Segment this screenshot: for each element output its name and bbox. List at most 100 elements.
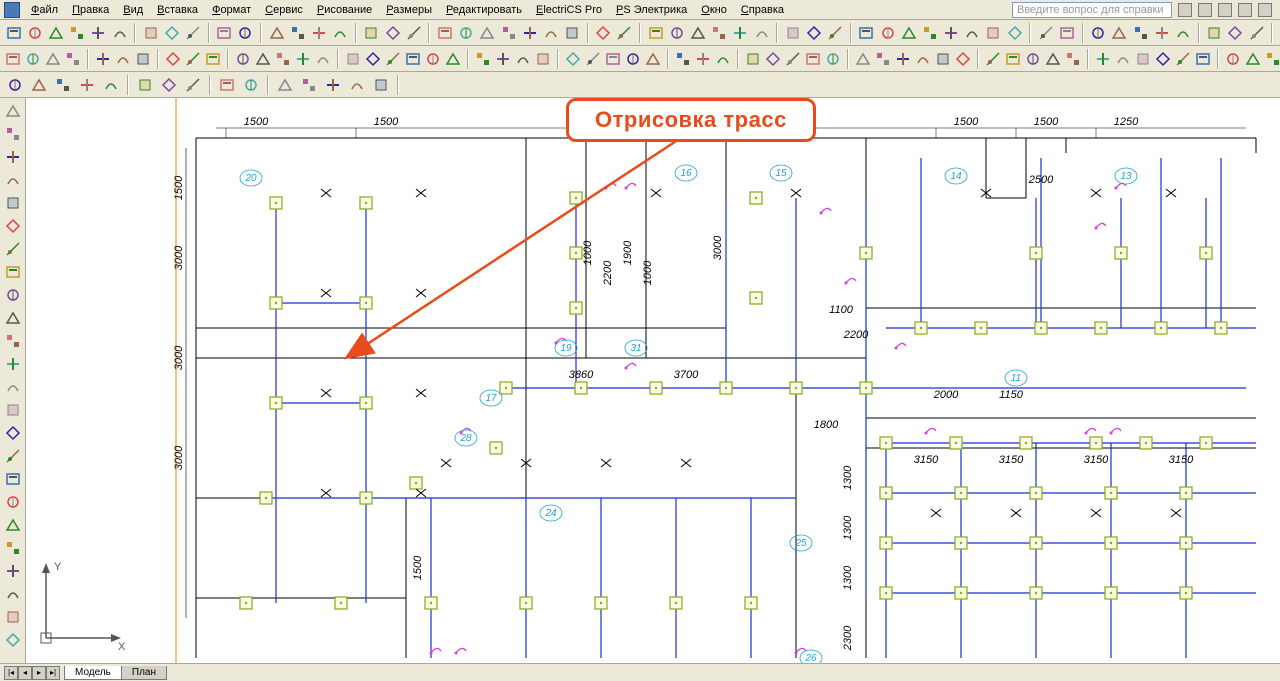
toolbar-button[interactable] bbox=[1154, 48, 1172, 70]
toolbar-button[interactable] bbox=[4, 22, 23, 44]
toolbar-button[interactable] bbox=[141, 22, 160, 44]
toolbar-button[interactable] bbox=[76, 74, 98, 96]
toolbar-button[interactable] bbox=[934, 48, 952, 70]
toolbar-button[interactable] bbox=[1094, 48, 1112, 70]
draw-tool-button[interactable] bbox=[2, 215, 24, 237]
toolbar-button[interactable] bbox=[564, 48, 582, 70]
toolbar-button[interactable] bbox=[1004, 48, 1022, 70]
toolbar-button[interactable] bbox=[1173, 22, 1192, 44]
toolbar-button[interactable] bbox=[474, 48, 492, 70]
toolbar-button[interactable] bbox=[499, 22, 518, 44]
draw-tool-button[interactable] bbox=[2, 330, 24, 352]
toolbar-button[interactable] bbox=[1152, 22, 1171, 44]
draw-tool-button[interactable] bbox=[2, 192, 24, 214]
toolbar-button[interactable] bbox=[1174, 48, 1192, 70]
toolbar-button[interactable] bbox=[731, 22, 750, 44]
toolbar-button[interactable] bbox=[24, 48, 42, 70]
switch-symbol[interactable] bbox=[431, 648, 441, 653]
toolbar-button[interactable] bbox=[942, 22, 961, 44]
help-search-box[interactable]: Введите вопрос для справки bbox=[1012, 2, 1172, 18]
switch-symbol[interactable] bbox=[1086, 428, 1096, 433]
draw-tool-button[interactable] bbox=[2, 123, 24, 145]
toolbar-button[interactable] bbox=[267, 22, 286, 44]
toolbar-button[interactable] bbox=[424, 48, 442, 70]
draw-tool-button[interactable] bbox=[2, 537, 24, 559]
toolbar-button[interactable] bbox=[134, 48, 152, 70]
toolbar-button[interactable] bbox=[541, 22, 560, 44]
toolbar-button[interactable] bbox=[1244, 48, 1262, 70]
favorite-icon[interactable] bbox=[1198, 3, 1212, 17]
switch-symbol[interactable] bbox=[821, 208, 831, 213]
draw-tool-button[interactable] bbox=[2, 238, 24, 260]
toolbar-button[interactable] bbox=[100, 74, 122, 96]
toolbar-button[interactable] bbox=[1194, 48, 1212, 70]
toolbar-button[interactable] bbox=[384, 48, 402, 70]
menu-файл[interactable]: Файл bbox=[24, 2, 65, 18]
toolbar-button[interactable] bbox=[920, 22, 939, 44]
toolbar-button[interactable] bbox=[254, 48, 272, 70]
electrical-route[interactable] bbox=[506, 198, 1246, 598]
toolbar-button[interactable] bbox=[383, 22, 402, 44]
toolbar-button[interactable] bbox=[824, 48, 842, 70]
menu-вид[interactable]: Вид bbox=[116, 2, 150, 18]
toolbar-button[interactable] bbox=[752, 22, 771, 44]
toolbar-button[interactable] bbox=[1226, 22, 1245, 44]
toolbar-button[interactable] bbox=[514, 48, 532, 70]
toolbar-button[interactable] bbox=[1110, 22, 1129, 44]
toolbar-button[interactable] bbox=[874, 48, 892, 70]
draw-tool-button[interactable] bbox=[2, 629, 24, 651]
draw-tool-button[interactable] bbox=[2, 445, 24, 467]
draw-tool-button[interactable] bbox=[2, 468, 24, 490]
toolbar-button[interactable] bbox=[624, 48, 642, 70]
toolbar-button[interactable] bbox=[694, 48, 712, 70]
toolbar-button[interactable] bbox=[857, 22, 876, 44]
toolbar-button[interactable] bbox=[894, 48, 912, 70]
toolbar-button[interactable] bbox=[184, 22, 203, 44]
toolbar-button[interactable] bbox=[309, 22, 328, 44]
draw-tool-button[interactable] bbox=[2, 491, 24, 513]
toolbar-button[interactable] bbox=[274, 74, 296, 96]
toolbar-button[interactable] bbox=[1064, 48, 1082, 70]
tab-first-icon[interactable]: |◂ bbox=[4, 666, 18, 680]
toolbar-button[interactable] bbox=[134, 74, 156, 96]
switch-symbol[interactable] bbox=[626, 363, 636, 368]
toolbar-button[interactable] bbox=[435, 22, 454, 44]
toolbar-button[interactable] bbox=[878, 22, 897, 44]
draw-tool-button[interactable] bbox=[2, 606, 24, 628]
draw-tool-button[interactable] bbox=[2, 261, 24, 283]
toolbar-button[interactable] bbox=[314, 48, 332, 70]
draw-tool-button[interactable] bbox=[2, 422, 24, 444]
toolbar-button[interactable] bbox=[494, 48, 512, 70]
switch-symbol[interactable] bbox=[1096, 223, 1106, 228]
toolbar-button[interactable] bbox=[1024, 48, 1042, 70]
toolbar-button[interactable] bbox=[234, 48, 252, 70]
tab-model[interactable]: Модель bbox=[64, 666, 122, 680]
toolbar-button[interactable] bbox=[162, 22, 181, 44]
toolbar-button[interactable] bbox=[1044, 48, 1062, 70]
toolbar-button[interactable] bbox=[1224, 48, 1242, 70]
toolbar-button[interactable] bbox=[444, 48, 462, 70]
switch-symbol[interactable] bbox=[896, 343, 906, 348]
toolbar-button[interactable] bbox=[322, 74, 344, 96]
toolbar-button[interactable] bbox=[404, 22, 423, 44]
toolbar-button[interactable] bbox=[604, 48, 622, 70]
toolbar-button[interactable] bbox=[667, 22, 686, 44]
toolbar-button[interactable] bbox=[331, 22, 350, 44]
toolbar-button[interactable] bbox=[1057, 22, 1076, 44]
draw-tool-button[interactable] bbox=[2, 353, 24, 375]
toolbar-button[interactable] bbox=[783, 22, 802, 44]
toolbar-button[interactable] bbox=[370, 74, 392, 96]
toolbar-button[interactable] bbox=[158, 74, 180, 96]
electrical-route[interactable] bbox=[276, 498, 796, 658]
switch-symbol[interactable] bbox=[926, 428, 936, 433]
toolbar-button[interactable] bbox=[914, 48, 932, 70]
toolbar-button[interactable] bbox=[182, 74, 204, 96]
toolbar-button[interactable] bbox=[1205, 22, 1224, 44]
toolbar-button[interactable] bbox=[288, 22, 307, 44]
draw-tool-button[interactable] bbox=[2, 284, 24, 306]
toolbar-button[interactable] bbox=[68, 22, 87, 44]
close-icon[interactable] bbox=[1258, 3, 1272, 17]
toolbar-button[interactable] bbox=[594, 22, 613, 44]
toolbar-button[interactable] bbox=[204, 48, 222, 70]
menu-редактировать[interactable]: Редактировать bbox=[439, 2, 529, 18]
